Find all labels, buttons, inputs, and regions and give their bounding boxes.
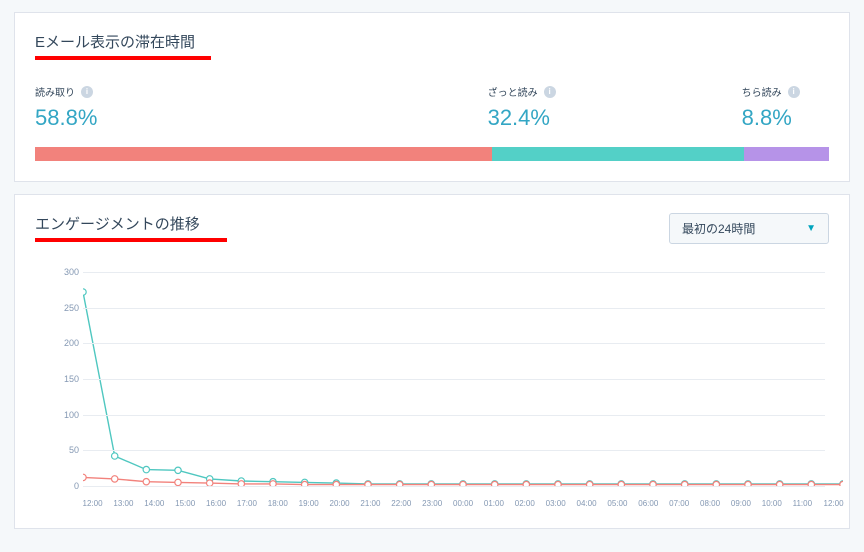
y-tick-label: 150 [49,374,79,384]
x-tick-label: 15:00 [175,499,176,508]
x-tick-label: 10:00 [762,499,763,508]
dwell-card: Eメール表示の滞在時間 読み取り i 58.8%ざっと読み i 32.4%ちら読み i 8.… [14,12,850,182]
dwell-metrics: 読み取り i 58.8%ざっと読み i 32.4%ちら読み i 8.8% [35,84,829,131]
x-tick-label: 04:00 [577,499,578,508]
x-tick-label: 22:00 [391,499,392,508]
y-tick-label: 50 [49,445,79,455]
x-tick-label: 08:00 [700,499,701,508]
x-tick-label: 14:00 [144,499,145,508]
metric-0: 読み取り i 58.8% [35,84,488,131]
dwell-title: Eメール表示の滞在時間 [35,31,195,52]
x-tick-label: 07:00 [669,499,670,508]
bar-segment [492,147,744,161]
bar-segment [744,147,829,161]
x-tick-label: 00:00 [453,499,454,508]
red-underline [35,238,227,242]
gridline [83,343,825,344]
x-tick-label: 09:00 [731,499,732,508]
metric-label: 読み取り [35,84,75,99]
y-tick-label: 250 [49,303,79,313]
series-marker [175,479,181,485]
x-tick-label: 13:00 [113,499,114,508]
metric-label: ちら読み [742,84,782,99]
gridline [83,379,825,380]
dwell-stacked-bar [35,147,829,161]
x-tick-label: 18:00 [268,499,269,508]
series-marker [143,479,149,485]
x-tick-label: 03:00 [546,499,547,508]
x-tick-label: 12:00 [83,499,84,508]
x-tick-label: 17:00 [237,499,238,508]
metric-value: 8.8% [742,105,829,131]
y-tick-label: 300 [49,267,79,277]
y-tick-label: 0 [49,481,79,491]
gridline [83,272,825,273]
chevron-down-icon: ▼ [806,223,816,234]
y-tick-label: 100 [49,410,79,420]
info-icon[interactable]: i [544,86,556,98]
info-icon[interactable]: i [81,86,93,98]
y-tick-label: 200 [49,338,79,348]
x-tick-label: 21:00 [360,499,361,508]
info-icon[interactable]: i [788,86,800,98]
x-tick-label: 05:00 [607,499,608,508]
metric-label: ざっと読み [488,84,538,99]
engagement-card: エンゲージメントの推移 最初の24時間 ▼ 12:00 13:00 14:00 15:… [14,194,850,529]
gridline [83,415,825,416]
metric-value: 58.8% [35,105,488,131]
series-marker [83,474,86,480]
x-tick-label: 12:00 [824,499,825,508]
dropdown-label: 最初の24時間 [682,220,755,237]
series-marker [83,289,86,295]
timerange-dropdown[interactable]: 最初の24時間 ▼ [669,213,829,244]
x-tick-label: 20:00 [330,499,331,508]
series-marker [840,481,843,486]
red-underline [35,56,211,60]
series-marker [143,466,149,472]
gridline [83,486,825,487]
metric-2: ちら読み i 8.8% [742,84,829,131]
engagement-chart: 12:00 13:00 14:00 15:00 16:00 17:00 18:00 19:00… [35,268,829,508]
bar-segment [35,147,492,161]
metric-value: 32.4% [488,105,742,131]
series-marker [112,476,118,482]
x-tick-label: 11:00 [793,499,794,508]
x-tick-label: 19:00 [299,499,300,508]
x-tick-label: 16:00 [206,499,207,508]
x-tick-label: 06:00 [638,499,639,508]
x-tick-label: 23:00 [422,499,423,508]
series-marker [175,467,181,473]
series-line [83,292,843,484]
series-marker [112,453,118,459]
gridline [83,308,825,309]
chart-svg [83,268,843,486]
gridline [83,450,825,451]
metric-1: ざっと読み i 32.4% [488,84,742,131]
x-axis-labels: 12:00 13:00 14:00 15:00 16:00 17:00 18:00 19:00… [83,499,825,508]
x-tick-label: 02:00 [515,499,516,508]
engagement-title: エンゲージメントの推移 [35,213,200,234]
x-tick-label: 01:00 [484,499,485,508]
